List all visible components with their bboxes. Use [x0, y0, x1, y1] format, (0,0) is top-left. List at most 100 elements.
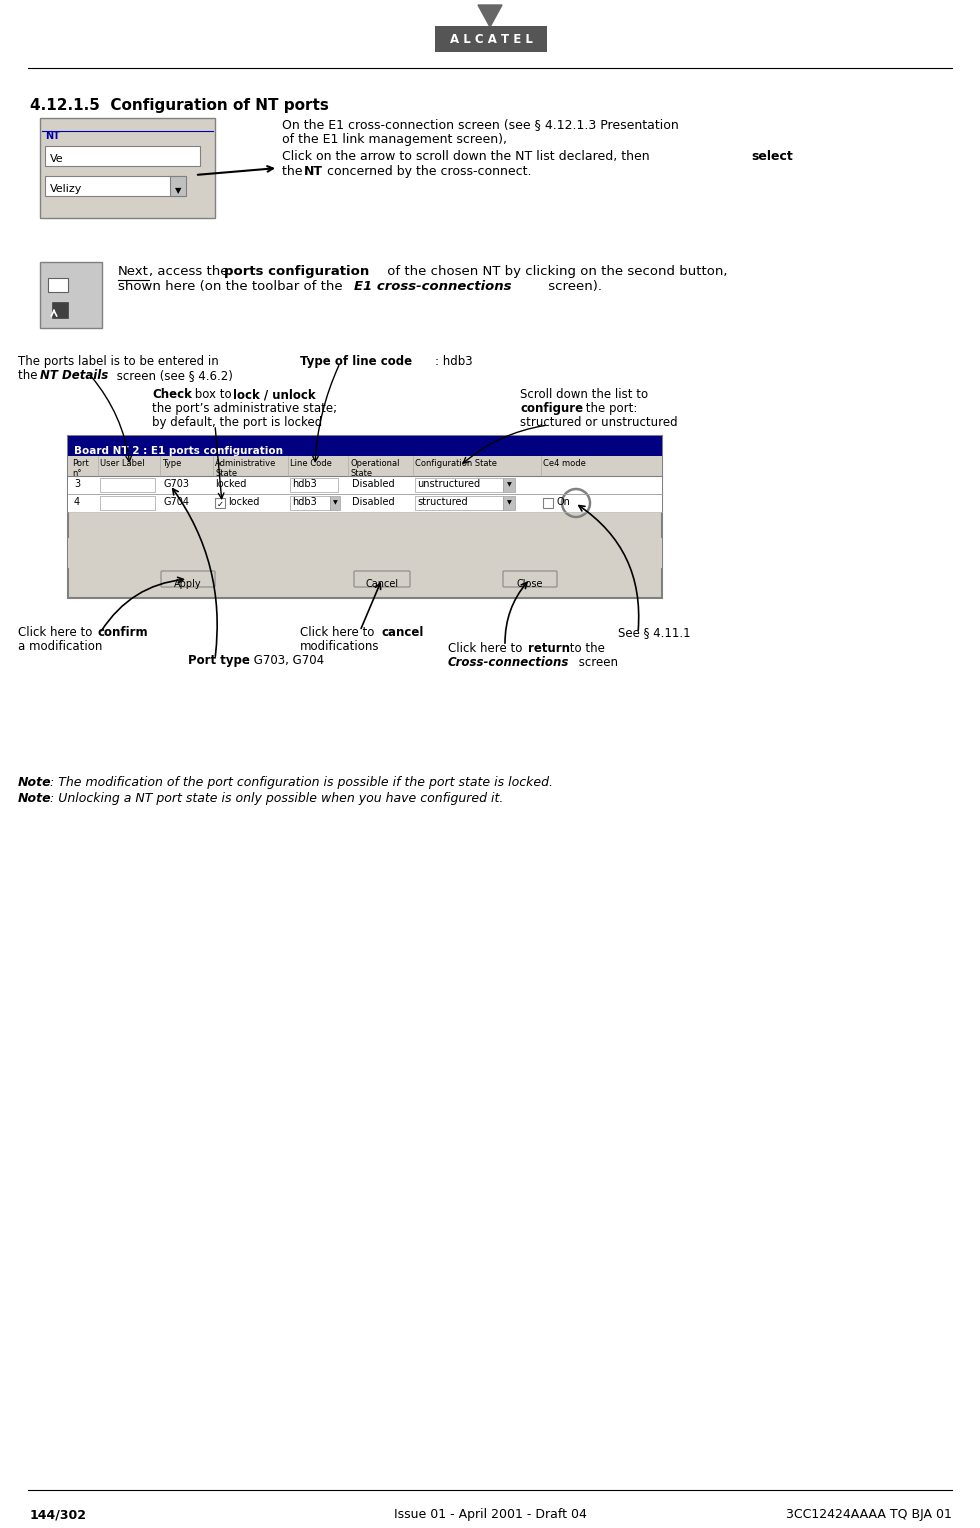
Text: Disabled: Disabled — [352, 497, 395, 507]
Bar — [503, 478, 515, 492]
Text: Configuration State: Configuration State — [415, 458, 497, 468]
Text: the port:: the port: — [582, 402, 637, 416]
Text: screen (see § 4.6.2): screen (see § 4.6.2) — [113, 368, 233, 382]
Text: Port
n°: Port n° — [72, 458, 89, 478]
Text: Ce4 mode: Ce4 mode — [543, 458, 586, 468]
Bar — [503, 497, 515, 510]
Text: On: On — [556, 497, 570, 507]
Bar — [68, 477, 662, 494]
Text: unstructured: unstructured — [417, 478, 480, 489]
Text: concerned by the cross-connect.: concerned by the cross-connect. — [323, 165, 531, 177]
Text: G704: G704 — [163, 497, 189, 507]
Bar — [100, 497, 155, 510]
Text: User Label: User Label — [100, 458, 145, 468]
FancyBboxPatch shape — [503, 571, 557, 587]
Text: Ve: Ve — [50, 154, 64, 163]
Text: NT: NT — [45, 131, 60, 141]
Text: ▼: ▼ — [174, 186, 181, 196]
Text: shown here (on the toolbar of the: shown here (on the toolbar of the — [118, 280, 347, 293]
Bar — [290, 478, 338, 492]
Text: E1 cross-connections: E1 cross-connections — [354, 280, 512, 293]
Text: Note: Note — [18, 776, 52, 788]
Bar — [68, 435, 662, 597]
Text: screen).: screen). — [544, 280, 602, 293]
Text: ports configuration: ports configuration — [224, 264, 369, 278]
Bar — [45, 147, 200, 167]
Text: confirm: confirm — [97, 626, 148, 639]
Text: structured or unstructured: structured or unstructured — [520, 416, 677, 429]
Text: to the: to the — [566, 642, 605, 656]
Text: Scroll down the list to: Scroll down the list to — [520, 388, 648, 400]
Text: structured: structured — [417, 497, 467, 507]
Text: lock / unlock: lock / unlock — [233, 388, 316, 400]
Bar — [68, 494, 662, 512]
Text: Type: Type — [162, 458, 181, 468]
Bar — [100, 478, 155, 492]
Text: 4.12.1.5  Configuration of NT ports: 4.12.1.5 Configuration of NT ports — [30, 98, 329, 113]
Text: a modification: a modification — [18, 640, 102, 652]
Text: Check: Check — [152, 388, 192, 400]
Text: Click here to: Click here to — [448, 642, 526, 656]
Text: box to: box to — [191, 388, 235, 400]
Text: of the chosen NT by clicking on the second button,: of the chosen NT by clicking on the seco… — [383, 264, 727, 278]
Text: : G703, G704: : G703, G704 — [246, 654, 324, 668]
Text: See § 4.11.1: See § 4.11.1 — [618, 626, 691, 639]
Text: Disabled: Disabled — [352, 478, 395, 489]
Bar — [415, 478, 503, 492]
Text: Administrative
State: Administrative State — [215, 458, 276, 478]
Text: ✓: ✓ — [217, 500, 223, 509]
Text: ▼: ▼ — [507, 483, 512, 487]
Text: Next: Next — [118, 264, 149, 278]
Bar — [40, 261, 102, 329]
Text: Type of line code: Type of line code — [300, 354, 413, 368]
Text: return: return — [528, 642, 570, 656]
Bar — [435, 26, 547, 52]
Text: , access the: , access the — [149, 264, 233, 278]
Text: modifications: modifications — [300, 640, 379, 652]
Text: Note: Note — [18, 792, 52, 805]
Bar — [68, 435, 662, 455]
Text: select: select — [751, 150, 793, 163]
Text: Close: Close — [516, 579, 543, 588]
Text: : Unlocking a NT port state is only possible when you have configured it.: : Unlocking a NT port state is only poss… — [50, 792, 504, 805]
Bar — [68, 455, 662, 477]
Bar — [415, 497, 503, 510]
Text: : The modification of the port configuration is possible if the port state is lo: : The modification of the port configura… — [50, 776, 553, 788]
Text: the: the — [282, 165, 307, 177]
Bar — [170, 176, 186, 196]
Text: Velizy: Velizy — [50, 183, 82, 194]
Polygon shape — [478, 5, 502, 28]
Text: ▼: ▼ — [507, 501, 512, 506]
Text: Operational
State: Operational State — [350, 458, 400, 478]
Text: Click here to: Click here to — [18, 626, 96, 639]
Text: 3CC12424AAAA TQ BJA 01: 3CC12424AAAA TQ BJA 01 — [786, 1508, 952, 1520]
Text: locked: locked — [228, 497, 260, 507]
Text: Board NT 2 : E1 ports configuration: Board NT 2 : E1 ports configuration — [74, 446, 283, 455]
Text: Click here to: Click here to — [300, 626, 378, 639]
Text: 3: 3 — [74, 478, 80, 489]
Text: of the E1 link management screen),: of the E1 link management screen), — [282, 133, 507, 147]
Bar — [48, 278, 68, 292]
Text: 4: 4 — [74, 497, 80, 507]
Text: screen: screen — [575, 656, 618, 669]
Bar — [330, 497, 340, 510]
Text: by default, the port is locked: by default, the port is locked — [152, 416, 322, 429]
Text: On the E1 cross-connection screen (see § 4.12.1.3 Presentation: On the E1 cross-connection screen (see §… — [282, 118, 679, 131]
Bar — [40, 118, 215, 219]
Bar — [45, 176, 185, 196]
Text: Cross-connections: Cross-connections — [448, 656, 569, 669]
Text: Apply: Apply — [174, 579, 202, 588]
Text: the: the — [18, 368, 41, 382]
FancyBboxPatch shape — [354, 571, 410, 587]
Text: NT Details: NT Details — [40, 368, 108, 382]
Text: the port’s administrative state;: the port’s administrative state; — [152, 402, 337, 416]
Bar — [290, 497, 330, 510]
Text: G703: G703 — [163, 478, 189, 489]
Text: locked: locked — [215, 478, 246, 489]
Text: A L C A T E L: A L C A T E L — [450, 32, 532, 46]
Text: Cancel: Cancel — [366, 579, 399, 588]
Text: ▼: ▼ — [332, 501, 337, 506]
Bar — [52, 303, 68, 318]
Text: Issue 01 - April 2001 - Draft 04: Issue 01 - April 2001 - Draft 04 — [394, 1508, 586, 1520]
Bar — [215, 498, 225, 507]
